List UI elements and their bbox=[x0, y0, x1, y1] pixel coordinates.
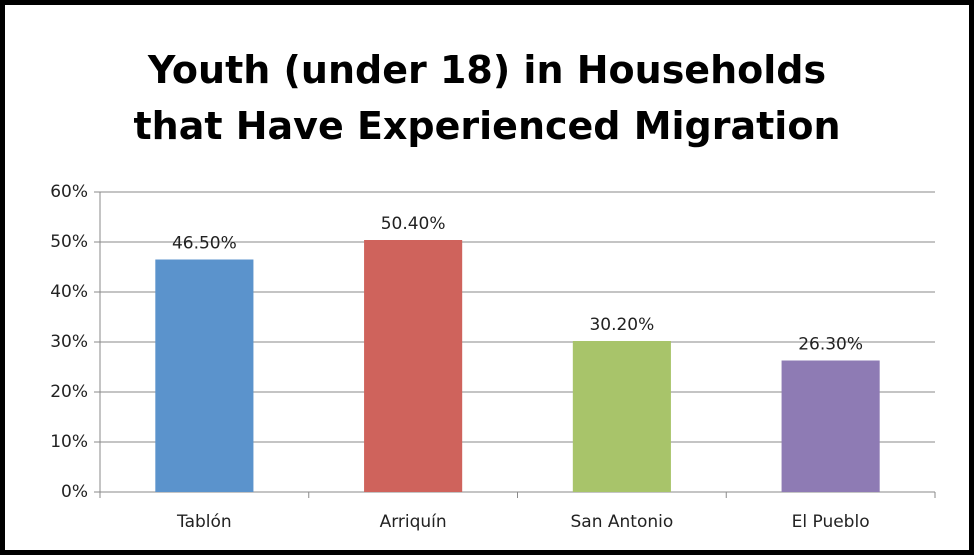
y-tick-label: 30% bbox=[50, 332, 88, 352]
bar bbox=[364, 240, 463, 492]
x-tick-label: Tablón bbox=[176, 512, 232, 532]
x-tick-label: San Antonio bbox=[570, 512, 673, 532]
x-tick-label: Arriquín bbox=[380, 512, 447, 532]
bar bbox=[572, 341, 671, 492]
y-tick-label: 60% bbox=[50, 182, 88, 202]
value-label: 50.40% bbox=[381, 214, 446, 234]
value-label: 30.20% bbox=[589, 315, 654, 335]
value-label: 26.30% bbox=[798, 335, 863, 355]
x-tick-label: El Pueblo bbox=[792, 512, 870, 532]
y-tick-label: 0% bbox=[61, 482, 88, 502]
value-label: 46.50% bbox=[172, 234, 237, 254]
y-tick-label: 50% bbox=[50, 232, 88, 252]
bar bbox=[781, 360, 880, 492]
y-tick-label: 40% bbox=[50, 282, 88, 302]
y-tick-label: 20% bbox=[50, 382, 88, 402]
bar bbox=[155, 259, 254, 492]
chart-title: Youth (under 18) in Households that Have… bbox=[133, 48, 841, 148]
y-tick-label: 10% bbox=[50, 432, 88, 452]
